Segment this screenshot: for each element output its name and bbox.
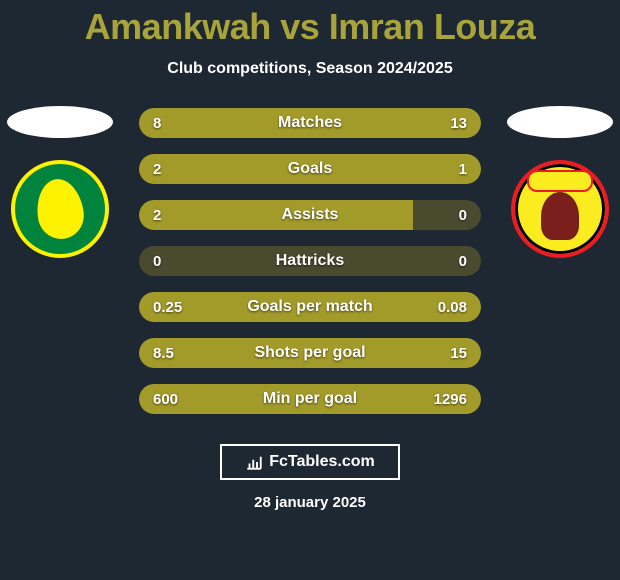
stat-row: 2Assists0 xyxy=(139,200,481,230)
stat-label: Matches xyxy=(199,114,421,132)
brand-box: FcTables.com xyxy=(220,444,400,480)
stat-value-right: 0 xyxy=(421,253,481,270)
player1-name: Amankwah xyxy=(85,6,271,47)
norwich-crest-icon xyxy=(11,160,109,258)
comparison-area: 8Matches132Goals12Assists00Hattricks00.2… xyxy=(0,106,620,414)
stat-value-right: 1 xyxy=(421,161,481,178)
stat-value-left: 2 xyxy=(139,161,199,178)
stat-row: 600Min per goal1296 xyxy=(139,384,481,414)
watford-crest-icon xyxy=(511,160,609,258)
stat-value-right: 1296 xyxy=(421,391,481,408)
stat-row: 0Hattricks0 xyxy=(139,246,481,276)
stat-row: 8Matches13 xyxy=(139,108,481,138)
stat-value-right: 13 xyxy=(421,115,481,132)
stat-value-left: 2 xyxy=(139,207,199,224)
stat-label: Goals xyxy=(199,160,421,178)
stat-row: 8.5Shots per goal15 xyxy=(139,338,481,368)
stat-value-right: 15 xyxy=(421,345,481,362)
stat-label: Hattricks xyxy=(199,252,421,270)
player1-crest-block xyxy=(0,106,120,258)
stat-value-left: 0 xyxy=(139,253,199,270)
player2-name: Imran Louza xyxy=(329,6,536,47)
stat-row: 2Goals1 xyxy=(139,154,481,184)
stat-label: Min per goal xyxy=(199,390,421,408)
stat-label: Goals per match xyxy=(199,298,421,316)
stat-value-right: 0.08 xyxy=(421,299,481,316)
stat-value-left: 0.25 xyxy=(139,299,199,316)
player2-crest-block xyxy=(500,106,620,258)
stat-value-right: 0 xyxy=(421,207,481,224)
stats-bars: 8Matches132Goals12Assists00Hattricks00.2… xyxy=(139,106,481,414)
stat-label: Shots per goal xyxy=(199,344,421,362)
footer-date: 28 january 2025 xyxy=(0,494,620,511)
brand-label: FcTables.com xyxy=(269,453,375,471)
stat-label: Assists xyxy=(199,206,421,224)
stat-value-left: 600 xyxy=(139,391,199,408)
player1-photo-placeholder xyxy=(7,106,113,138)
stat-value-left: 8 xyxy=(139,115,199,132)
player2-photo-placeholder xyxy=(507,106,613,138)
stat-value-left: 8.5 xyxy=(139,345,199,362)
subtitle: Club competitions, Season 2024/2025 xyxy=(0,60,620,78)
bar-chart-icon xyxy=(245,453,263,471)
page-title: Amankwah vs Imran Louza xyxy=(0,0,620,48)
stat-row: 0.25Goals per match0.08 xyxy=(139,292,481,322)
title-separator: vs xyxy=(271,6,329,47)
